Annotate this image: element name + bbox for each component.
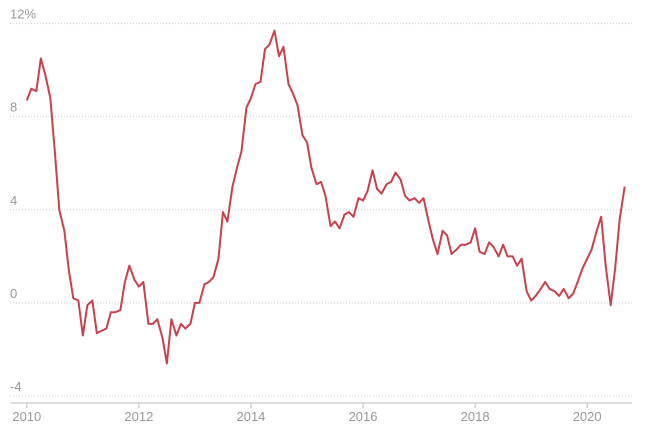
line xyxy=(25,29,626,365)
y-tick-label: 4 xyxy=(10,193,17,208)
x-tick-label: 2016 xyxy=(349,409,378,424)
y-tick-label: 0 xyxy=(10,286,17,301)
x-tick-label: 2012 xyxy=(124,409,153,424)
x-tick-label: 2018 xyxy=(461,409,490,424)
y-tick-label: -4 xyxy=(10,379,22,394)
y-tick-label: 8 xyxy=(10,100,17,115)
y-tick-label: 12% xyxy=(10,7,36,22)
x-tick-label: 2010 xyxy=(12,409,41,424)
x-tick-label: 2014 xyxy=(236,409,265,424)
x-tick-label: 2020 xyxy=(573,409,602,424)
